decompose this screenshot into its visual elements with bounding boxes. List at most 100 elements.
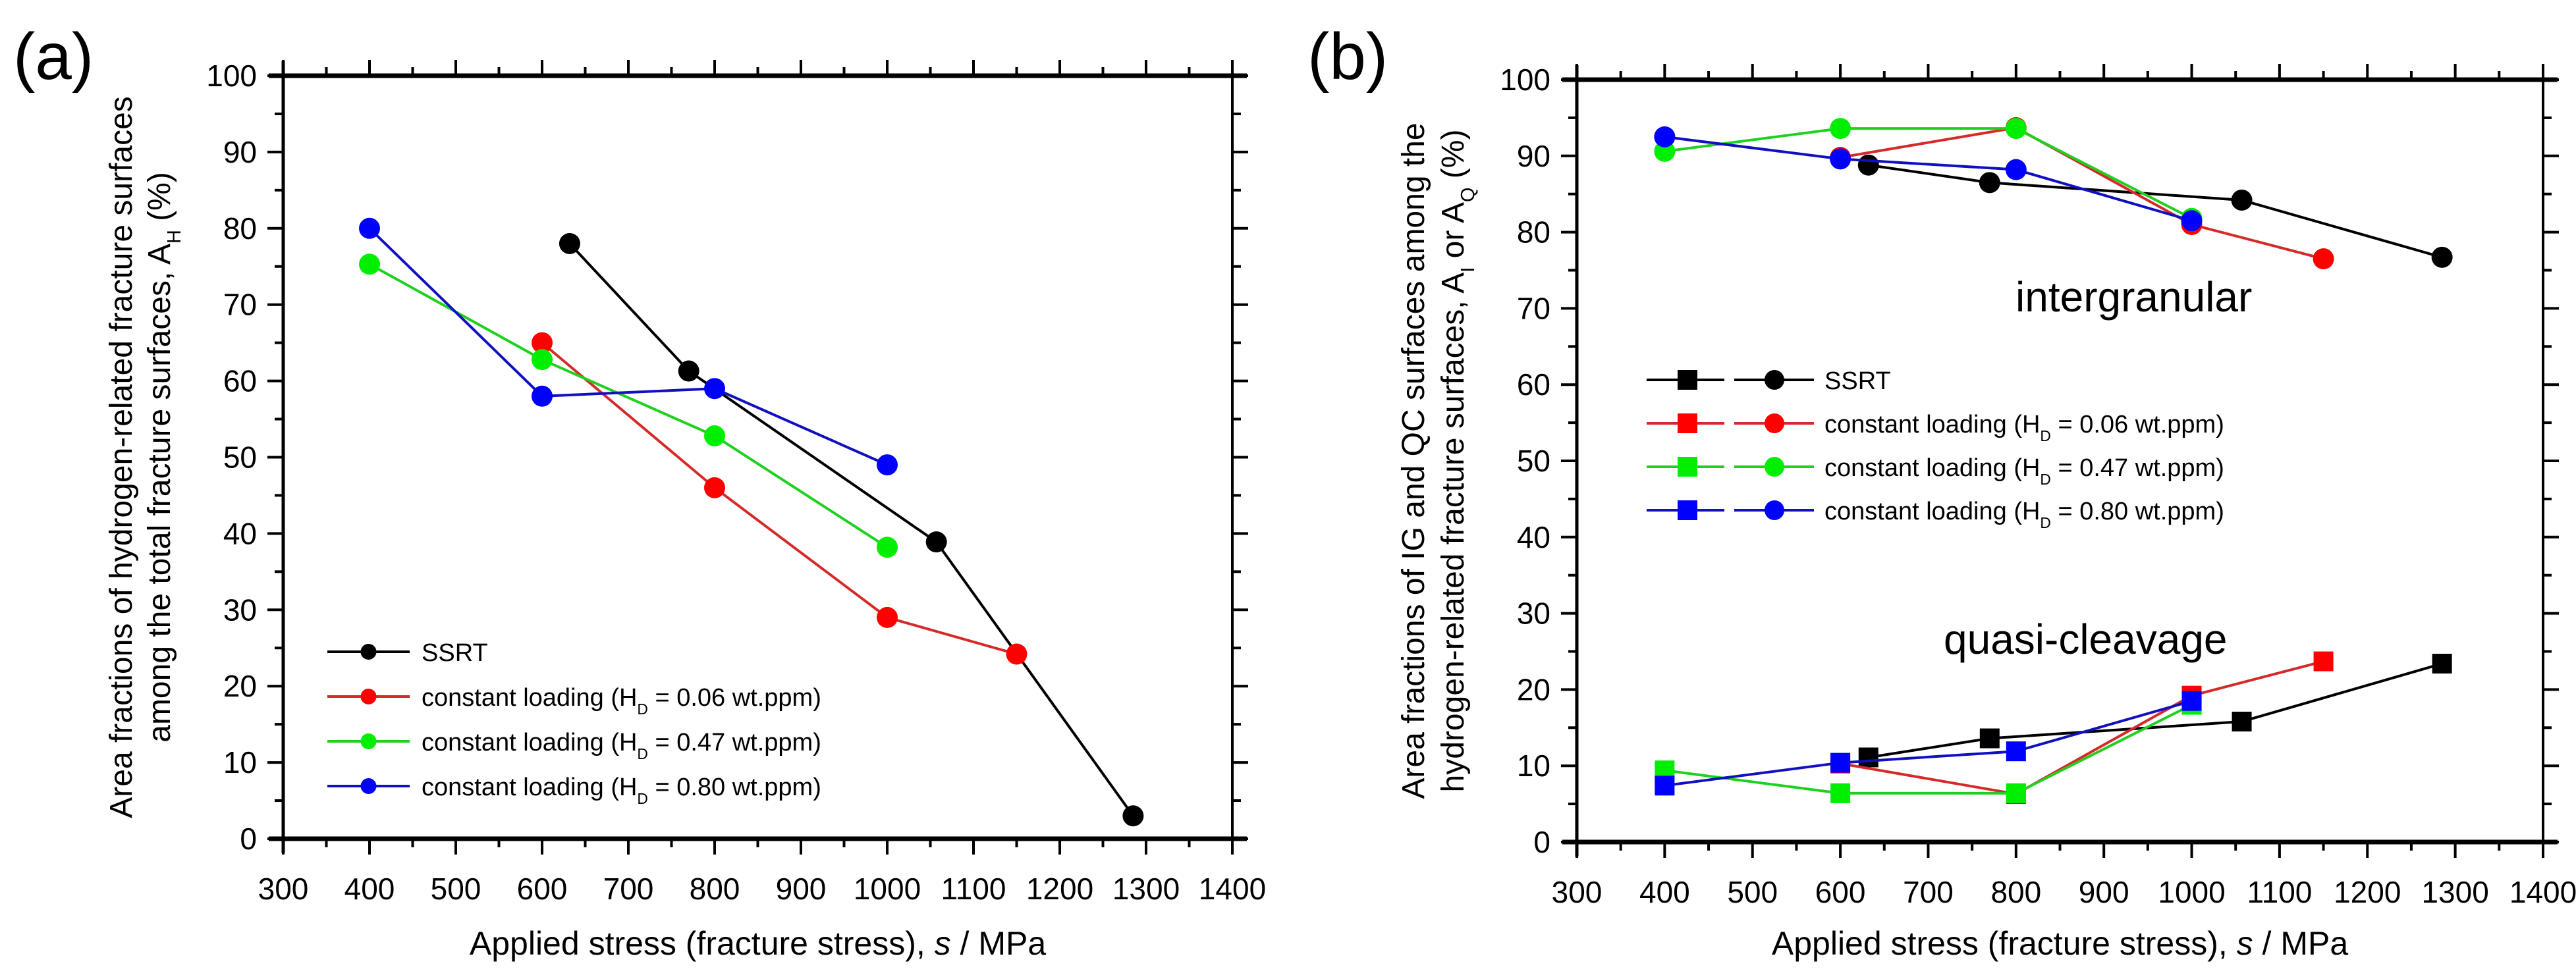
- legend-square-marker: [1678, 457, 1697, 477]
- legend-circle-marker: [1765, 413, 1784, 433]
- series-2-intergranular-point: [1830, 118, 1851, 140]
- y-tick-label: 20: [1517, 672, 1550, 706]
- text-part: SSRT: [1824, 367, 1891, 395]
- series-0-point: [925, 531, 947, 553]
- y-tick-label: 10: [223, 745, 257, 779]
- legend-entry-label: SSRT: [1824, 367, 1891, 395]
- panel-label: (a): [13, 20, 94, 93]
- x-tick-label: 800: [1990, 875, 2041, 909]
- series-3-intergranular-point: [2181, 210, 2203, 232]
- x-tick-label: 1300: [1112, 872, 1180, 906]
- y-tick-label: 70: [1517, 291, 1550, 325]
- text-part: = 0.06 wt.ppm): [648, 684, 821, 712]
- legend-circle-marker: [360, 778, 377, 794]
- x-tick-label: 600: [517, 872, 568, 906]
- x-tick-label: 500: [1727, 875, 1778, 909]
- y-tick-label: 20: [223, 669, 257, 703]
- series-3-intergranular-point: [1830, 148, 1851, 170]
- y-tick-label: 70: [223, 288, 257, 322]
- y-axis-label-line: hydrogen-related fracture surfaces, AI o…: [1436, 130, 1479, 793]
- series-1-point: [704, 477, 725, 498]
- text-part: I: [1458, 267, 1479, 273]
- x-tick-label: 1200: [2334, 875, 2401, 909]
- series-3-quasi-cleavage-point: [2181, 691, 2202, 711]
- annotation-quasi-cleavage: quasi-cleavage: [1944, 616, 2228, 663]
- x-tick-label: 1400: [1199, 872, 1266, 906]
- series-2-quasi-cleavage-point: [2006, 783, 2026, 803]
- y-tick-label: 100: [206, 59, 257, 93]
- text-part: or A: [1436, 202, 1471, 267]
- y-tick-label: 60: [223, 364, 257, 398]
- y-tick-label: 50: [223, 440, 257, 475]
- x-tick-label: 1100: [941, 872, 1006, 906]
- text-part: Area fractions of hydrogen-related fract…: [104, 96, 139, 818]
- x-tick-label: 1000: [854, 872, 921, 906]
- x-tick-label: 1400: [2509, 875, 2576, 909]
- series-3-point: [359, 217, 380, 239]
- series-3-point: [532, 385, 553, 407]
- text-part: s: [935, 925, 951, 962]
- series-1-line: [541, 342, 1018, 656]
- panel-label: (b): [1307, 20, 1388, 93]
- y-tick-label: 80: [1517, 215, 1550, 250]
- x-axis-label: Applied stress (fracture stress), s / MP…: [1772, 925, 2348, 962]
- legend-entry-label: constant loading (HD = 0.47 wt.ppm): [422, 729, 821, 762]
- series-3-quasi-cleavage-point: [2006, 741, 2026, 762]
- series-3-point: [877, 454, 898, 476]
- y-tick-label: 40: [223, 516, 257, 550]
- text-part: Area fractions of IG and QC surfaces amo…: [1396, 122, 1431, 799]
- y-axis-label-line: Area fractions of IG and QC surfaces amo…: [1396, 122, 1431, 799]
- text-part: D: [2040, 514, 2050, 531]
- y-tick-label: 30: [223, 593, 257, 627]
- text-part: constant loading (H: [422, 729, 637, 756]
- y-tick-label: 90: [223, 135, 257, 169]
- series-2-intergranular-point: [1654, 140, 1676, 162]
- series-0-intergranular-point: [1979, 172, 2000, 194]
- x-tick-label: 1000: [2158, 875, 2225, 909]
- annotation-intergranular: intergranular: [2015, 273, 2252, 321]
- legend-entry-label: constant loading (HD = 0.06 wt.ppm): [1824, 411, 2224, 444]
- series-0-point: [559, 232, 580, 254]
- y-tick-label: 50: [1517, 444, 1550, 478]
- series-3-intergranular-point: [2005, 159, 2027, 180]
- legend-square-marker: [1678, 413, 1697, 433]
- legend-circle-marker: [360, 733, 377, 749]
- text-part: (%): [1436, 130, 1471, 188]
- series-1-point: [532, 332, 553, 354]
- y-tick-label: 100: [1500, 63, 1550, 97]
- x-tick-label: 800: [690, 872, 740, 906]
- series-2-quasi-cleavage-point: [1830, 783, 1851, 803]
- x-tick-label: 1300: [2421, 875, 2488, 909]
- legend-entry-label: SSRT: [422, 639, 488, 667]
- y-tick-label: 40: [1517, 520, 1550, 554]
- text-part: H: [164, 230, 185, 244]
- series-0-quasi-cleavage-point: [1858, 747, 1878, 768]
- series-0-intergranular-point: [2431, 246, 2453, 268]
- series-1-quasi-cleavage-point: [2313, 651, 2334, 672]
- series-3-quasi-cleavage-point: [1655, 776, 1675, 796]
- series-3-intergranular-point: [1654, 126, 1676, 147]
- series-0-quasi-cleavage-point: [2432, 654, 2452, 674]
- series-3-point: [704, 378, 725, 400]
- series-1-point: [877, 606, 898, 628]
- text-part: D: [637, 745, 647, 762]
- series-2-point: [877, 537, 898, 558]
- text-part: Q: [1458, 188, 1479, 202]
- x-tick-label: 700: [1903, 875, 1954, 909]
- series-3-line: [368, 227, 888, 466]
- text-part: / MPa: [2253, 925, 2349, 962]
- x-axis-label: Applied stress (fracture stress), s / MP…: [470, 925, 1046, 962]
- series-0-quasi-cleavage-line: [1868, 662, 2443, 759]
- series-3-quasi-cleavage-point: [1830, 753, 1851, 773]
- legend-entry-label: constant loading (HD = 0.80 wt.ppm): [1824, 498, 2224, 531]
- series-0-point: [1122, 805, 1144, 827]
- legend-circle-marker: [1765, 457, 1784, 477]
- series-1-intergranular-point: [2313, 248, 2334, 270]
- series-2-point: [359, 253, 380, 275]
- text-part: Applied stress (fracture stress),: [470, 925, 935, 962]
- text-part: D: [637, 700, 647, 718]
- y-axis-label-line: Area fractions of hydrogen-related fract…: [104, 96, 139, 818]
- x-tick-label: 700: [603, 872, 654, 906]
- legend-circle-marker: [360, 689, 377, 704]
